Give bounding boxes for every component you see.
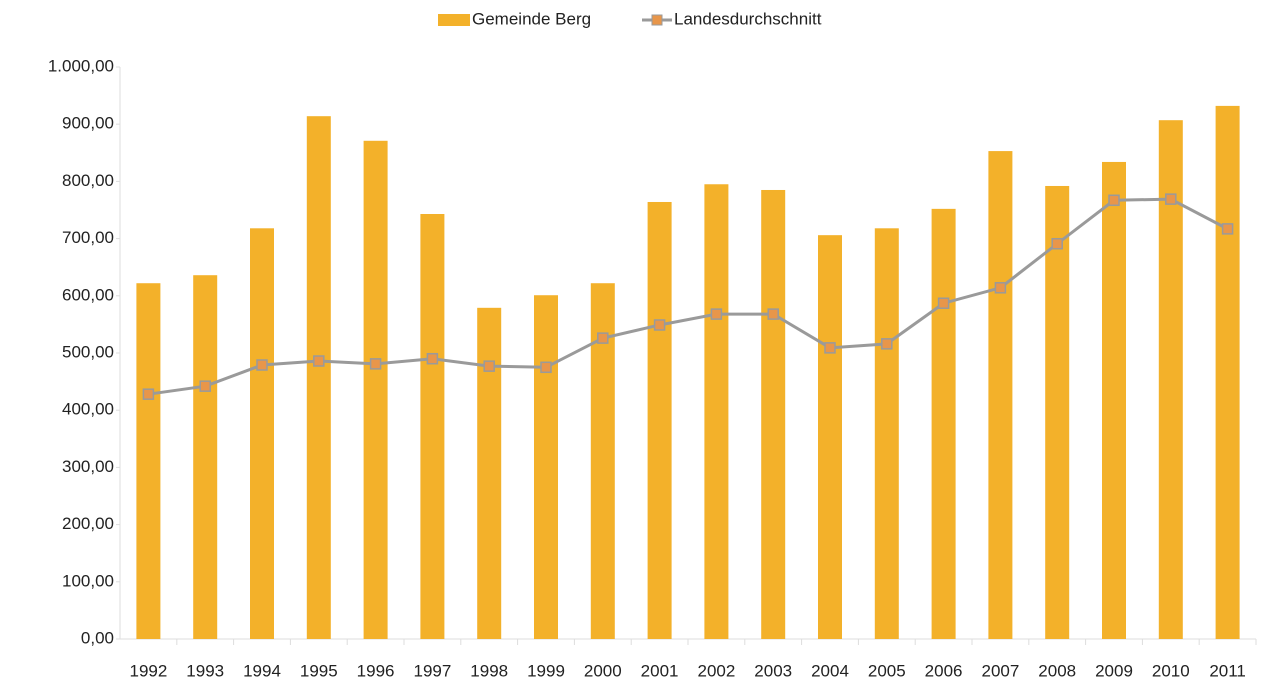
legend-label: Gemeinde Berg: [472, 9, 591, 28]
marker: [142, 388, 155, 400]
x-tick-label: 1999: [527, 661, 565, 680]
bar: [1158, 120, 1183, 640]
y-tick-label: 400,00: [62, 400, 114, 419]
x-tick-label: 2004: [811, 661, 849, 680]
y-tick-label: 800,00: [62, 171, 114, 190]
y-tick-label: 300,00: [62, 457, 114, 476]
bar: [1045, 185, 1070, 639]
bar: [420, 214, 445, 639]
x-tick-label: 2011: [1209, 661, 1246, 680]
bar: [250, 228, 274, 639]
y-tick-label: 200,00: [62, 514, 114, 533]
marker: [256, 359, 268, 371]
marker: [710, 308, 723, 320]
marker: [426, 352, 439, 365]
marker: [937, 297, 950, 309]
x-tick-label: 2009: [1095, 661, 1133, 680]
bar: [136, 283, 161, 639]
bar: [931, 208, 956, 639]
bar: [306, 116, 331, 639]
x-tick-label: 1995: [300, 661, 338, 680]
y-tick-label: 700,00: [62, 228, 114, 247]
marker: [881, 338, 893, 350]
marker: [540, 361, 552, 374]
marker: [597, 332, 609, 344]
x-tick-label: 2003: [754, 661, 792, 680]
marker: [1221, 223, 1234, 235]
marker: [653, 319, 666, 331]
marker: [1051, 237, 1063, 250]
bar: [1215, 105, 1240, 639]
bar: [534, 295, 558, 639]
y-tick-label: 500,00: [62, 342, 114, 361]
marker: [313, 355, 325, 367]
x-tick-label: 2006: [925, 661, 963, 680]
bar: [1102, 161, 1126, 639]
marker: [824, 342, 836, 354]
marker: [1165, 193, 1177, 205]
legend-label: Landesdurchschnitt: [674, 9, 822, 28]
x-tick-label: 1994: [243, 661, 281, 680]
y-tick-label: 100,00: [62, 571, 114, 590]
bar: [647, 201, 672, 639]
x-tick-label: 1993: [186, 661, 224, 680]
bar: [477, 307, 502, 639]
x-tick-label: 2008: [1038, 661, 1076, 680]
bar: [363, 140, 388, 639]
x-tick-label: 2002: [697, 661, 735, 680]
marker: [1108, 194, 1120, 207]
x-tick-label: 2010: [1152, 661, 1190, 680]
marker: [369, 358, 382, 370]
marker: [994, 282, 1007, 294]
x-tick-label: 1996: [357, 661, 395, 680]
x-tick-label: 2005: [868, 661, 906, 680]
bar: [874, 228, 899, 639]
y-tick-label: 900,00: [62, 114, 114, 133]
bar: [761, 189, 786, 640]
y-tick-label: 1.000,00: [48, 56, 114, 75]
marker: [483, 360, 495, 372]
legend-swatch: [438, 14, 470, 26]
marker: [767, 308, 779, 320]
x-tick-label: 1992: [129, 661, 167, 680]
bar: [818, 235, 842, 639]
y-tick-label: 0,00: [81, 628, 114, 647]
bar: [704, 184, 729, 639]
x-tick-label: 1998: [470, 661, 508, 680]
x-tick-label: 2007: [981, 661, 1019, 680]
x-tick-label: 1997: [413, 661, 451, 680]
x-tick-label: 2000: [584, 661, 622, 680]
y-tick-label: 600,00: [62, 285, 114, 304]
bar: [193, 275, 218, 639]
marker: [199, 380, 211, 392]
x-tick-label: 2001: [641, 661, 679, 680]
legend-marker: [651, 14, 663, 26]
line: [148, 197, 1229, 396]
bar: [988, 151, 1013, 640]
